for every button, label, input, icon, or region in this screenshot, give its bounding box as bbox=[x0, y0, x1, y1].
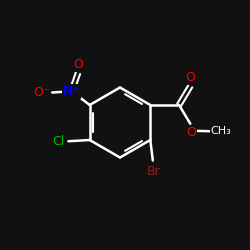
Text: O: O bbox=[185, 71, 195, 84]
Text: CH₃: CH₃ bbox=[211, 126, 232, 136]
Text: N⁺: N⁺ bbox=[63, 85, 80, 98]
Text: O: O bbox=[74, 58, 84, 71]
Text: O: O bbox=[186, 126, 196, 139]
Text: Cl: Cl bbox=[52, 135, 64, 148]
Text: O⁻: O⁻ bbox=[34, 86, 50, 99]
Text: Br: Br bbox=[147, 164, 161, 177]
